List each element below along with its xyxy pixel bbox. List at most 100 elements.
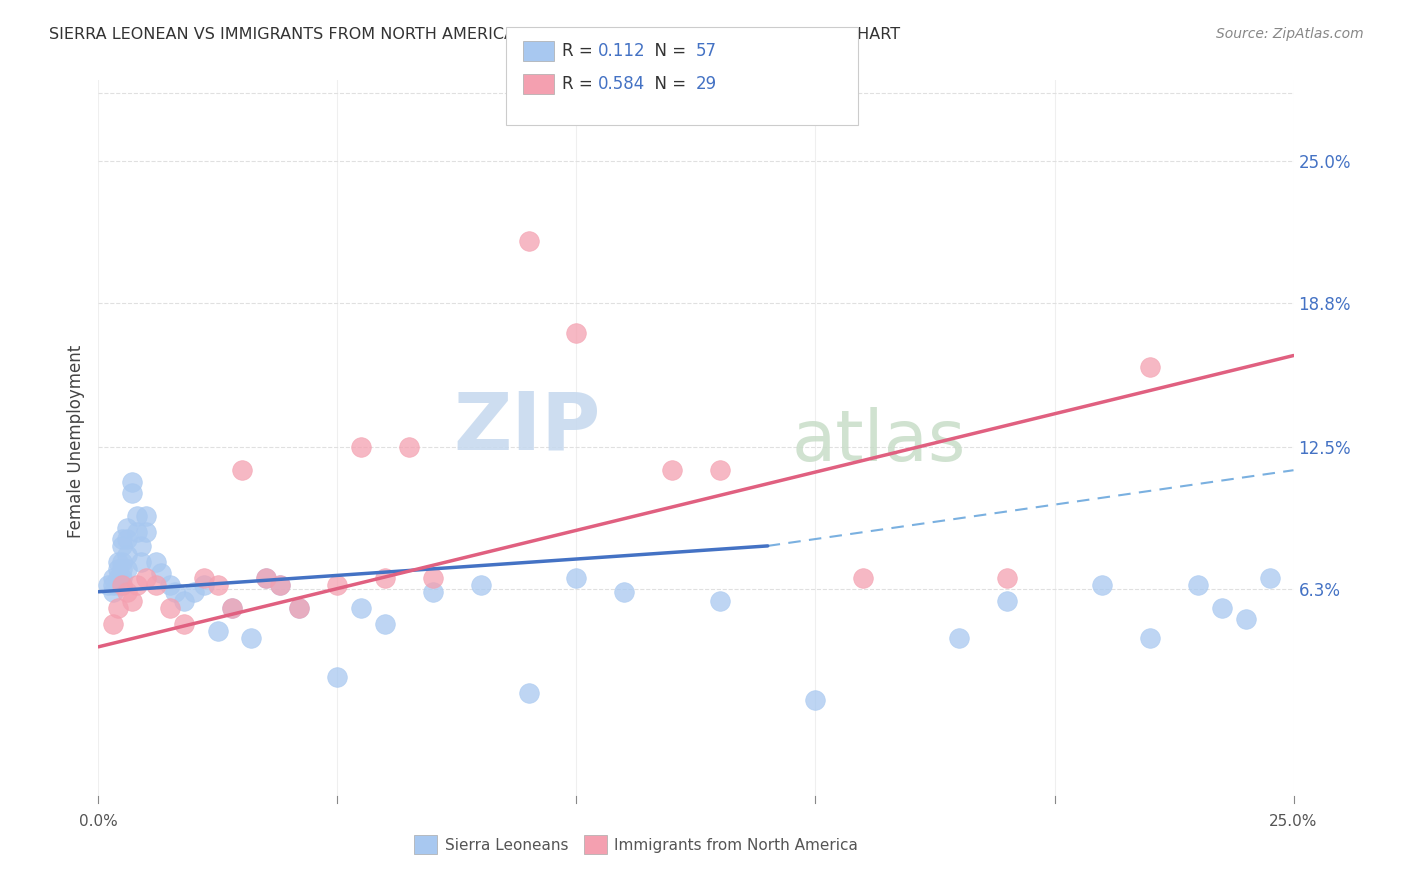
- Text: N =: N =: [644, 75, 692, 93]
- Point: [115, 520, 138, 534]
- Point: [149, 566, 172, 581]
- Point: [107, 600, 129, 615]
- Point: [121, 486, 143, 500]
- Point: [107, 555, 129, 569]
- Point: [121, 475, 143, 489]
- Point: [350, 600, 373, 615]
- Point: [517, 234, 540, 248]
- Point: [852, 571, 875, 585]
- Point: [111, 532, 134, 546]
- Point: [350, 440, 373, 454]
- Point: [111, 555, 134, 569]
- Point: [107, 578, 129, 592]
- Point: [1139, 359, 1161, 374]
- Point: [517, 686, 540, 700]
- Point: [111, 539, 134, 553]
- Text: N =: N =: [644, 42, 692, 60]
- Point: [231, 463, 253, 477]
- Point: [101, 571, 124, 585]
- Text: atlas: atlas: [792, 407, 966, 476]
- Point: [288, 600, 311, 615]
- Point: [159, 578, 181, 592]
- Point: [173, 616, 195, 631]
- Point: [422, 584, 444, 599]
- Text: R =: R =: [562, 42, 603, 60]
- Text: 0.0%: 0.0%: [79, 814, 118, 830]
- Point: [115, 562, 138, 576]
- Point: [115, 548, 138, 562]
- Point: [374, 571, 396, 585]
- Point: [804, 692, 827, 706]
- Point: [145, 555, 167, 569]
- Point: [121, 594, 143, 608]
- Legend: Sierra Leoneans, Immigrants from North America: Sierra Leoneans, Immigrants from North A…: [408, 830, 865, 860]
- Point: [470, 578, 492, 592]
- Point: [422, 571, 444, 585]
- Point: [1091, 578, 1114, 592]
- Point: [101, 584, 124, 599]
- Point: [107, 562, 129, 576]
- Point: [125, 525, 148, 540]
- Point: [221, 600, 243, 615]
- Point: [709, 594, 731, 608]
- Point: [565, 571, 588, 585]
- Point: [995, 594, 1018, 608]
- Text: 0.584: 0.584: [598, 75, 645, 93]
- Point: [995, 571, 1018, 585]
- Point: [125, 509, 148, 524]
- Text: 25.0%: 25.0%: [1270, 814, 1317, 830]
- Point: [613, 584, 636, 599]
- Point: [1211, 600, 1233, 615]
- Point: [193, 578, 215, 592]
- Point: [326, 670, 349, 684]
- Point: [948, 631, 970, 645]
- Point: [374, 616, 396, 631]
- Point: [135, 509, 157, 524]
- Text: 29: 29: [696, 75, 717, 93]
- Point: [101, 616, 124, 631]
- Point: [173, 594, 195, 608]
- Point: [111, 571, 134, 585]
- Point: [254, 571, 277, 585]
- Point: [111, 578, 134, 592]
- Point: [159, 600, 181, 615]
- Point: [131, 555, 153, 569]
- Text: ZIP: ZIP: [453, 388, 600, 467]
- Text: 57: 57: [696, 42, 717, 60]
- Point: [1187, 578, 1209, 592]
- Point: [115, 584, 138, 599]
- Point: [145, 578, 167, 592]
- Point: [135, 571, 157, 585]
- Point: [1139, 631, 1161, 645]
- Point: [115, 532, 138, 546]
- Point: [254, 571, 277, 585]
- Text: 0.112: 0.112: [598, 42, 645, 60]
- Point: [125, 578, 148, 592]
- Text: Source: ZipAtlas.com: Source: ZipAtlas.com: [1216, 27, 1364, 41]
- Point: [111, 562, 134, 576]
- Point: [240, 631, 263, 645]
- Point: [163, 584, 186, 599]
- Point: [269, 578, 291, 592]
- Point: [183, 584, 205, 599]
- Text: R =: R =: [562, 75, 603, 93]
- Text: SIERRA LEONEAN VS IMMIGRANTS FROM NORTH AMERICA FEMALE UNEMPLOYMENT CORRELATION : SIERRA LEONEAN VS IMMIGRANTS FROM NORTH …: [49, 27, 900, 42]
- Point: [398, 440, 420, 454]
- Point: [1258, 571, 1281, 585]
- Point: [269, 578, 291, 592]
- Point: [221, 600, 243, 615]
- Point: [709, 463, 731, 477]
- Point: [207, 578, 229, 592]
- Point: [565, 326, 588, 340]
- Point: [661, 463, 683, 477]
- Point: [101, 578, 124, 592]
- Point: [288, 600, 311, 615]
- Point: [193, 571, 215, 585]
- Point: [135, 525, 157, 540]
- Point: [1234, 612, 1257, 626]
- Point: [107, 571, 129, 585]
- Point: [207, 624, 229, 638]
- Y-axis label: Female Unemployment: Female Unemployment: [66, 345, 84, 538]
- Point: [326, 578, 349, 592]
- Point: [131, 539, 153, 553]
